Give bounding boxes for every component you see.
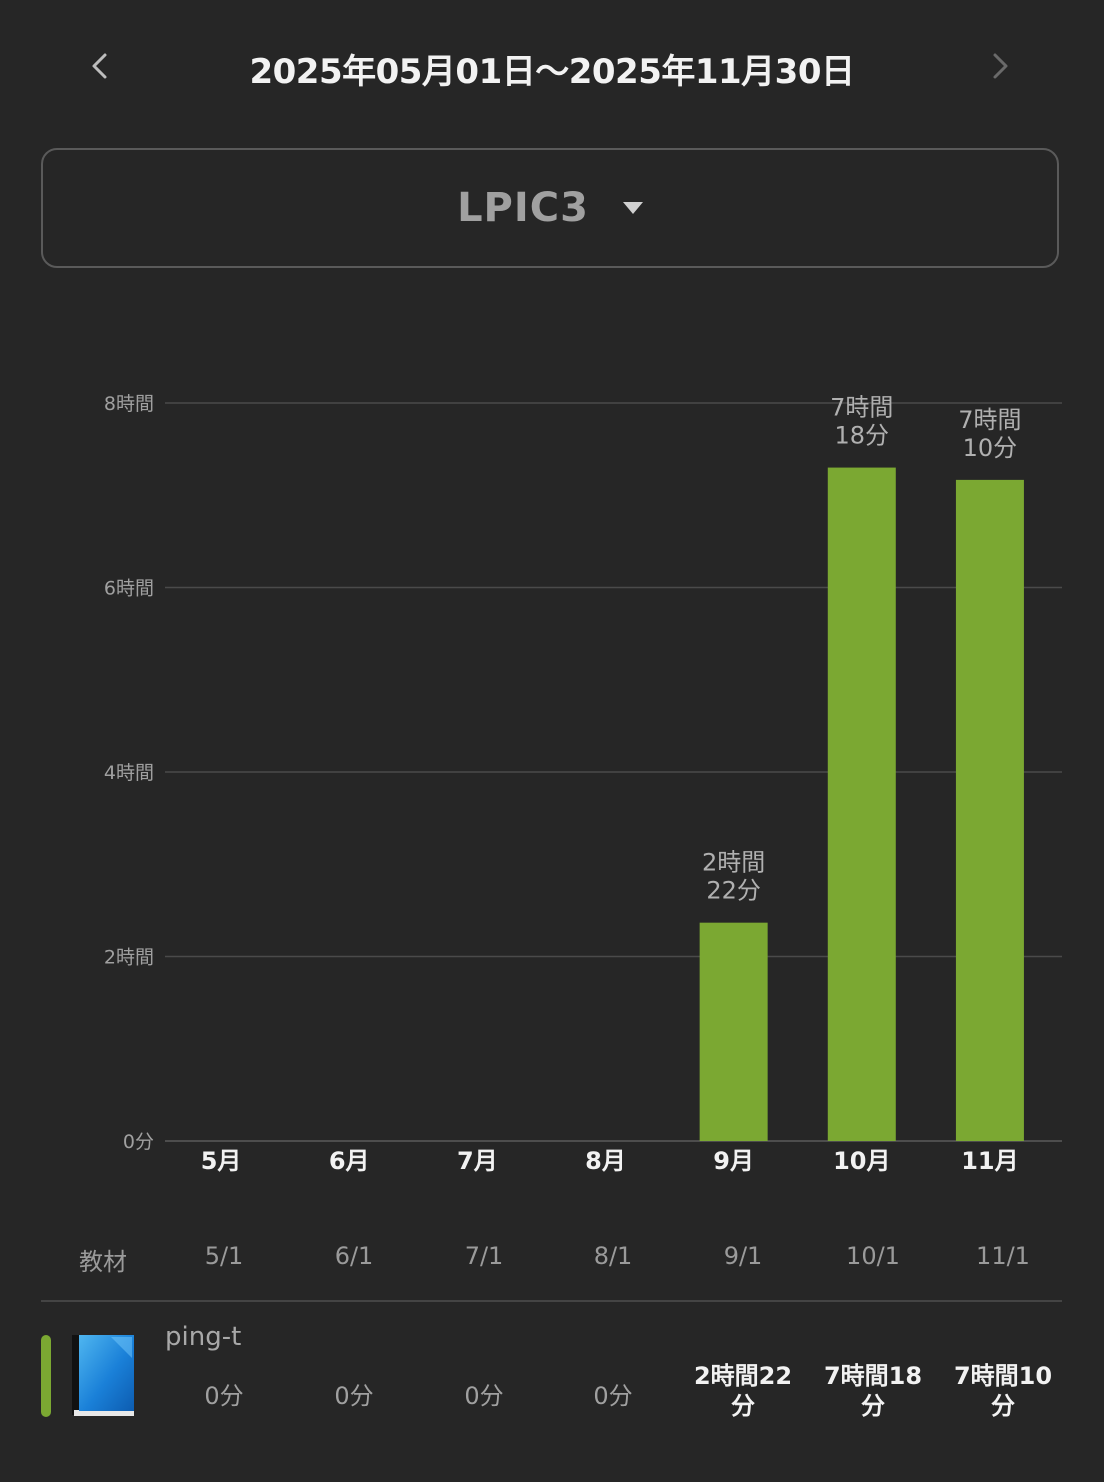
- y-tick-label: 8時間: [104, 393, 154, 415]
- bar-data-label: 7時間: [958, 406, 1021, 434]
- subject-select-value: LPIC3: [457, 185, 589, 231]
- x-tick-label: 10月: [833, 1147, 890, 1175]
- bar-data-label: 18分: [835, 422, 890, 450]
- table-cell: 7時間18 分: [809, 1361, 937, 1421]
- table-cell: 2時間22 分: [679, 1361, 807, 1421]
- y-tick-label: 4時間: [104, 762, 154, 784]
- study-table: 教材 5/1 6/1 7/1 8/1 9/1 10/1 11/1 ping-t 0分 0分 0分…: [0, 1230, 1104, 1482]
- table-cell-line: 7時間18: [823, 1362, 923, 1390]
- table-cell-line: 分: [991, 1392, 1015, 1420]
- table-date-header: 8/1: [593, 1242, 633, 1270]
- next-period-button[interactable]: [980, 44, 1020, 88]
- table-date-header: 11/1: [976, 1242, 1030, 1270]
- table-cell: 7時間10 分: [939, 1361, 1067, 1421]
- table-date-header: 5/1: [204, 1242, 244, 1270]
- x-tick-label: 8月: [585, 1147, 626, 1175]
- table-cell-line: 2時間22: [693, 1362, 793, 1390]
- subject-select[interactable]: LPIC3: [41, 148, 1059, 268]
- table-cell: 0分: [204, 1382, 244, 1410]
- x-tick-label: 9月: [713, 1147, 754, 1175]
- row-name: ping-t: [165, 1322, 242, 1352]
- bar-data-label: 10分: [963, 434, 1018, 462]
- table-date-header: 6/1: [334, 1242, 374, 1270]
- table-cell: 0分: [334, 1382, 374, 1410]
- table-cell-line: 分: [731, 1392, 755, 1420]
- table-divider: [41, 1300, 1062, 1302]
- row-accent-bar: [41, 1335, 51, 1417]
- chevron-right-icon: [993, 53, 1008, 79]
- x-tick-label: 5月: [201, 1147, 242, 1175]
- table-date-header: 7/1: [464, 1242, 504, 1270]
- y-tick-label: 6時間: [104, 578, 154, 600]
- y-tick-label: 0分: [123, 1131, 154, 1153]
- bar: [955, 479, 1024, 1141]
- bar: [699, 922, 768, 1141]
- bar-data-label: 2時間: [702, 849, 765, 877]
- study-time-chart: 0分 2時間 4時間 6時間 8時間 5月 6月 7月 8月 2時間 22分 9月 7時間 18分 10月 7…: [0, 330, 1104, 1200]
- prev-period-button[interactable]: [80, 44, 120, 88]
- date-range-title: 2025年05月01日〜2025年11月30日: [249, 52, 855, 92]
- table-cell-line: 7時間10: [953, 1362, 1053, 1390]
- table-cell: 0分: [464, 1382, 504, 1410]
- table-cell-line: 分: [861, 1392, 885, 1420]
- header: 2025年05月01日〜2025年11月30日: [0, 0, 1104, 134]
- x-tick-label: 6月: [329, 1147, 370, 1175]
- table-date-header: 10/1: [846, 1242, 900, 1270]
- book-icon: [72, 1335, 134, 1416]
- chevron-left-icon: [92, 53, 107, 79]
- y-tick-label: 2時間: [104, 947, 154, 969]
- bar-data-label: 22分: [706, 877, 761, 905]
- table-header-label: 教材: [79, 1248, 127, 1276]
- table-cell: 0分: [593, 1382, 633, 1410]
- x-tick-label: 11月: [961, 1147, 1018, 1175]
- table-date-header: 9/1: [723, 1242, 763, 1270]
- bar-data-label: 7時間: [830, 394, 893, 422]
- bar: [827, 467, 896, 1141]
- x-tick-label: 7月: [457, 1147, 498, 1175]
- caret-down-icon: [622, 202, 643, 214]
